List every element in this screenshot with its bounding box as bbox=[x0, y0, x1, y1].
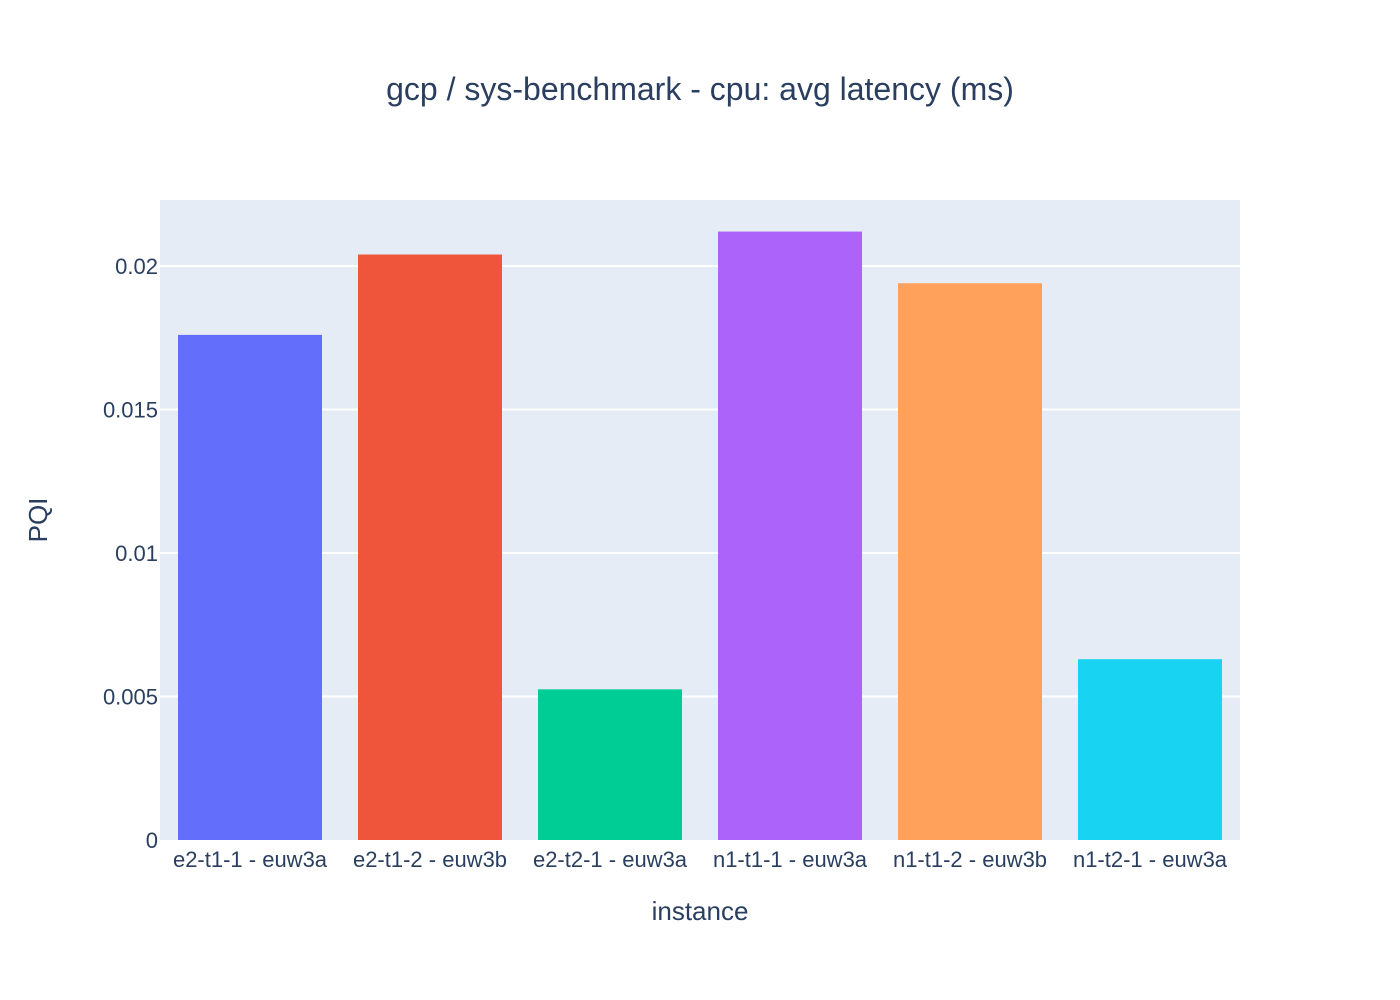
bar-e2-t2-1-euw3a[interactable] bbox=[538, 689, 682, 840]
x-axis-ticks: e2-t1-1 - euw3a e2-t1-2 - euw3b e2-t2-1 - … bbox=[173, 847, 1228, 872]
x-tick-label: n1-t2-1 - euw3a bbox=[1073, 847, 1228, 872]
y-tick-label: 0 bbox=[146, 828, 158, 853]
bar-n1-t1-1-euw3a[interactable] bbox=[718, 231, 862, 840]
bar-e2-t1-2-euw3b[interactable] bbox=[358, 254, 502, 840]
y-tick-label: 0.02 bbox=[115, 254, 158, 279]
bars bbox=[178, 231, 1222, 840]
chart-title: gcp / sys-benchmark - cpu: avg latency (… bbox=[386, 71, 1014, 107]
x-tick-label: n1-t1-2 - euw3b bbox=[893, 847, 1047, 872]
x-axis-title: instance bbox=[652, 896, 749, 926]
x-tick-label: n1-t1-1 - euw3a bbox=[713, 847, 868, 872]
gridlines bbox=[160, 265, 1240, 698]
y-axis-title: PQI bbox=[23, 498, 53, 543]
x-tick-label: e2-t1-1 - euw3a bbox=[173, 847, 328, 872]
y-tick-label: 0.015 bbox=[103, 398, 158, 423]
x-tick-label: e2-t2-1 - euw3a bbox=[533, 847, 688, 872]
bar-n1-t2-1-euw3a[interactable] bbox=[1078, 659, 1222, 840]
y-axis-ticks: 0 0.005 0.01 0.015 0.02 bbox=[103, 254, 158, 853]
bar-e2-t1-1-euw3a[interactable] bbox=[178, 334, 322, 840]
x-tick-label: e2-t1-2 - euw3b bbox=[353, 847, 507, 872]
y-tick-label: 0.005 bbox=[103, 685, 158, 710]
y-tick-label: 0.01 bbox=[115, 541, 158, 566]
plot-background bbox=[160, 200, 1240, 840]
bar-n1-t1-2-euw3b[interactable] bbox=[898, 283, 1042, 840]
